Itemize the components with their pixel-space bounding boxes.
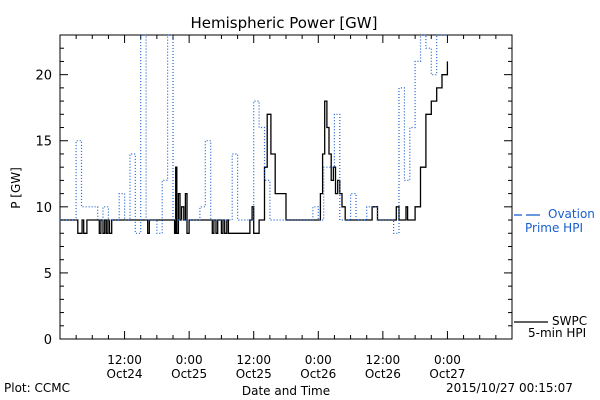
- plot-frame: [59, 34, 513, 340]
- y-axis: 0 5 10 15 20: [35, 34, 512, 348]
- legend: [514, 214, 548, 323]
- y-tick-label: 15: [35, 135, 52, 150]
- x-axis-label: Date and Time: [242, 384, 330, 398]
- x-axis: 12:00Oct240:00Oct2512:00Oct250:00Oct2612…: [59, 35, 513, 381]
- ovation-prime-hpi-line: [60, 34, 448, 234]
- legend-ovation-line1: Ovation: [548, 207, 595, 221]
- x-tick-time-label: 12:00: [236, 353, 271, 367]
- x-tick-time-label: 0:00: [305, 353, 332, 367]
- x-tick-time-label: 12:00: [366, 353, 401, 367]
- y-tick-label: 10: [35, 201, 52, 216]
- series-group: [60, 34, 449, 234]
- x-tick-date-label: Oct26: [300, 367, 336, 381]
- x-tick-time-label: 0:00: [434, 353, 461, 367]
- x-tick-date-label: Oct25: [171, 367, 207, 381]
- y-axis-label: P [GW]: [9, 167, 23, 209]
- x-tick-time-label: 0:00: [176, 353, 203, 367]
- y-tick-label: 20: [35, 69, 52, 84]
- legend-swpc-line2: 5-min HPI: [528, 326, 587, 340]
- plot-timestamp: 2015/10/27 00:15:07: [446, 381, 573, 395]
- x-tick-date-label: Oct26: [365, 367, 401, 381]
- x-tick-date-label: Oct27: [429, 367, 465, 381]
- x-tick-date-label: Oct24: [107, 367, 143, 381]
- x-tick-date-label: Oct25: [236, 367, 272, 381]
- y-tick-label: 5: [44, 267, 52, 282]
- x-tick-time-label: 12:00: [107, 353, 142, 367]
- plot-source-label: Plot: CCMC: [4, 381, 70, 395]
- legend-swpc-line1: SWPC: [552, 314, 588, 328]
- chart-title: Hemispheric Power [GW]: [191, 14, 378, 32]
- y-tick-label: 0: [44, 333, 52, 348]
- legend-ovation-line2: Prime HPI: [525, 221, 583, 235]
